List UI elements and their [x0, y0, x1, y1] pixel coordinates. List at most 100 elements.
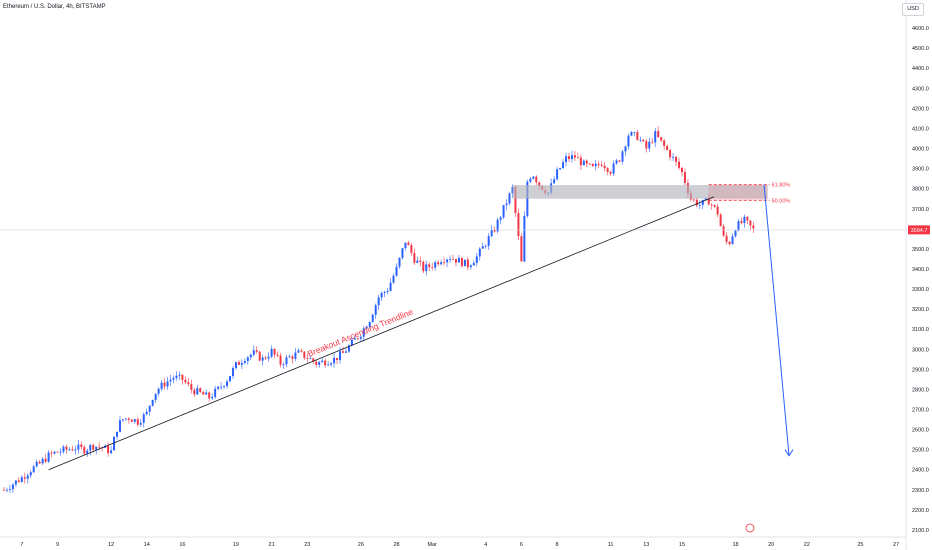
candle-body: [32, 466, 35, 473]
candle-body: [315, 361, 318, 365]
candle-body: [23, 477, 26, 479]
candle-body: [14, 480, 17, 485]
candle-body: [107, 445, 110, 454]
resistance-zone-layer: 61.80% 50.00%: [512, 183, 791, 204]
candle-body: [270, 348, 273, 357]
time-axis[interactable]: 7 9 12 14 16 19 21 23 26 28 Mar 4 6 8 11 13 15 18 20 22 25 27: [0, 523, 906, 548]
candle-body: [374, 305, 377, 315]
candle-body: [431, 266, 434, 268]
candle-body: [386, 291, 389, 293]
candle-body: [454, 259, 457, 263]
candle-body: [3, 489, 5, 491]
time-tick-label: 23: [304, 542, 310, 548]
time-tick-label: 25: [857, 542, 863, 548]
candle-body: [83, 447, 86, 454]
candle-body: [321, 360, 324, 363]
candle-body: [327, 364, 330, 366]
candle-body: [318, 362, 321, 365]
candle-body: [29, 472, 32, 476]
candle-body: [401, 248, 404, 258]
candle-body: [347, 345, 350, 352]
candle-body: [678, 161, 681, 168]
candle-body: [136, 419, 139, 425]
candle-body: [567, 156, 570, 160]
candle-body: [529, 178, 532, 182]
candle-body: [288, 356, 291, 358]
price-tick-label: 4100.0: [912, 126, 929, 132]
price-tick-label: 3300.0: [912, 287, 929, 293]
candle-body: [163, 382, 166, 387]
candle-body: [594, 163, 597, 167]
candle-body: [434, 262, 437, 268]
candle-body: [71, 449, 74, 451]
candle-body: [627, 135, 630, 147]
price-tick-label: 3200.0: [912, 307, 929, 313]
candle-body: [502, 205, 505, 218]
candle-body: [743, 216, 746, 224]
candle-body: [463, 259, 466, 267]
price-tick-label: 2900.0: [912, 367, 929, 373]
price-axis[interactable]: 2100.0 2200.0 2300.0 2400.0 2500.0 2600.0 2700…: [905, 0, 930, 550]
candle-body: [419, 260, 422, 262]
fib-level-label: 61.80%: [772, 183, 791, 189]
candle-body: [621, 151, 624, 162]
candle-body: [65, 446, 68, 450]
candle-body: [139, 422, 142, 425]
candle-body: [692, 199, 695, 201]
time-tick-label: 4: [484, 542, 487, 548]
candle-body: [217, 386, 220, 389]
candle-body: [282, 364, 285, 366]
candle-body: [648, 141, 651, 149]
candle-body: [312, 358, 315, 362]
projection-arrow-layer: [763, 184, 794, 457]
candle-body: [606, 168, 609, 172]
candle-body: [749, 220, 752, 226]
candle-body: [359, 336, 362, 339]
candle-body: [517, 212, 520, 237]
candle-body: [261, 357, 264, 361]
candle-body: [142, 414, 145, 423]
candle-body: [523, 216, 526, 262]
candle-body: [398, 257, 401, 267]
candle-body: [336, 357, 339, 360]
candle-body: [669, 149, 672, 158]
time-tick-label: 18: [732, 542, 738, 548]
candle-body: [713, 204, 716, 207]
candle-body: [124, 418, 127, 420]
candle-body: [255, 350, 258, 352]
candle-body: [356, 338, 359, 340]
candle-body: [666, 145, 669, 150]
candle-body: [205, 392, 208, 395]
candle-body: [181, 374, 184, 380]
candle-body: [675, 156, 678, 162]
candle-body: [127, 418, 130, 420]
candle-body: [457, 257, 460, 263]
candle-body: [496, 219, 499, 232]
candle-body: [77, 444, 80, 450]
candle-body: [556, 169, 559, 180]
candle-body: [636, 132, 639, 140]
candle-body: [585, 160, 588, 164]
candle-body: [121, 419, 124, 421]
candle-body: [493, 229, 496, 232]
candle-body: [672, 156, 675, 158]
candle-body: [526, 181, 529, 217]
time-tick-label: 14: [144, 542, 150, 548]
candle-body: [246, 357, 249, 362]
candle-body: [243, 361, 246, 363]
candle-body: [226, 381, 229, 387]
candle-body: [26, 475, 29, 479]
currency-button[interactable]: USD: [902, 3, 924, 16]
candle-body: [719, 214, 722, 227]
candle-body: [339, 351, 342, 360]
price-tick-label: 4500.0: [912, 46, 929, 52]
candle-body: [17, 480, 20, 482]
candle-body: [5, 489, 8, 491]
projection-arrow-head: [784, 449, 794, 457]
candle-body: [573, 155, 576, 158]
candle-body: [657, 131, 660, 138]
time-tick-label: 26: [358, 542, 364, 548]
price-tick-label: 2800.0: [912, 387, 929, 393]
candle-body: [130, 419, 133, 422]
